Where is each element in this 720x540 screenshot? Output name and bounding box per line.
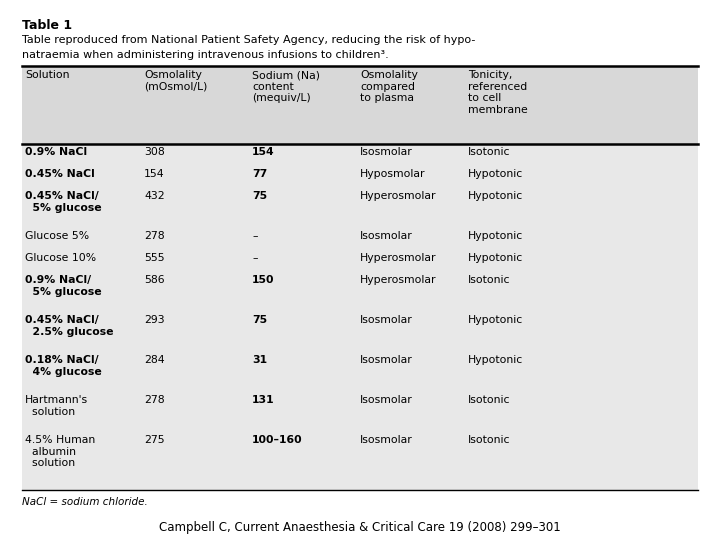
Text: –: – — [252, 231, 258, 241]
Bar — [22, 66, 698, 144]
Text: 432: 432 — [144, 191, 165, 201]
Text: Hyperosmolar: Hyperosmolar — [360, 253, 436, 263]
Text: Isosmolar: Isosmolar — [360, 355, 413, 365]
Text: 31: 31 — [252, 355, 267, 365]
Text: 0.18% NaCl/
  4% glucose: 0.18% NaCl/ 4% glucose — [25, 355, 102, 377]
Text: 75: 75 — [252, 315, 267, 325]
Text: Tonicity,
referenced
to cell
membrane: Tonicity, referenced to cell membrane — [468, 70, 528, 115]
Text: 154: 154 — [252, 147, 274, 157]
Text: 278: 278 — [144, 231, 165, 241]
Text: Isotonic: Isotonic — [468, 147, 510, 157]
Text: natraemia when administering intravenous infusions to children³.: natraemia when administering intravenous… — [22, 50, 388, 60]
Text: 4.5% Human
  albumin
  solution: 4.5% Human albumin solution — [25, 435, 96, 468]
Text: 0.9% NaCl: 0.9% NaCl — [25, 147, 87, 157]
Text: 0.45% NaCl/
  2.5% glucose: 0.45% NaCl/ 2.5% glucose — [25, 315, 114, 337]
Text: 0.9% NaCl/
  5% glucose: 0.9% NaCl/ 5% glucose — [25, 275, 102, 297]
Text: Isosmolar: Isosmolar — [360, 231, 413, 241]
Text: Glucose 5%: Glucose 5% — [25, 231, 89, 241]
Text: Hyposmolar: Hyposmolar — [360, 169, 426, 179]
Text: Sodium (Na)
content
(mequiv/L): Sodium (Na) content (mequiv/L) — [252, 70, 320, 103]
Text: 278: 278 — [144, 395, 165, 405]
Text: Isosmolar: Isosmolar — [360, 395, 413, 405]
Text: Campbell C, Current Anaesthesia & Critical Care 19 (2008) 299–301: Campbell C, Current Anaesthesia & Critic… — [159, 521, 561, 534]
Text: Isotonic: Isotonic — [468, 395, 510, 405]
Text: Isosmolar: Isosmolar — [360, 147, 413, 157]
Text: Glucose 10%: Glucose 10% — [25, 253, 96, 263]
Text: –: – — [252, 253, 258, 263]
Text: Isotonic: Isotonic — [468, 435, 510, 445]
Text: 77: 77 — [252, 169, 267, 179]
Text: Isotonic: Isotonic — [468, 275, 510, 285]
Text: 308: 308 — [144, 147, 165, 157]
Text: 150: 150 — [252, 275, 274, 285]
Text: 154: 154 — [144, 169, 165, 179]
Text: NaCl = sodium chloride.: NaCl = sodium chloride. — [22, 497, 148, 507]
Text: 131: 131 — [252, 395, 274, 405]
Bar — [22, 66, 698, 490]
Text: Hypotonic: Hypotonic — [468, 169, 523, 179]
Text: Hypotonic: Hypotonic — [468, 191, 523, 201]
Text: Table 1: Table 1 — [22, 19, 72, 32]
Text: 100–160: 100–160 — [252, 435, 302, 445]
Text: 555: 555 — [144, 253, 165, 263]
Text: 275: 275 — [144, 435, 165, 445]
Text: Table reproduced from National Patient Safety Agency, reducing the risk of hypo-: Table reproduced from National Patient S… — [22, 35, 475, 45]
Text: 75: 75 — [252, 191, 267, 201]
Text: Hypotonic: Hypotonic — [468, 231, 523, 241]
Text: Isosmolar: Isosmolar — [360, 435, 413, 445]
Text: Hypotonic: Hypotonic — [468, 253, 523, 263]
Text: Hypotonic: Hypotonic — [468, 355, 523, 365]
Text: Osmolality
(mOsmol/L): Osmolality (mOsmol/L) — [144, 70, 207, 92]
Text: Hartmann's
  solution: Hartmann's solution — [25, 395, 89, 417]
Text: 0.45% NaCl/
  5% glucose: 0.45% NaCl/ 5% glucose — [25, 191, 102, 213]
Text: 293: 293 — [144, 315, 165, 325]
Text: Isosmolar: Isosmolar — [360, 315, 413, 325]
Text: 586: 586 — [144, 275, 165, 285]
Text: 284: 284 — [144, 355, 165, 365]
Text: Hypotonic: Hypotonic — [468, 315, 523, 325]
Text: Osmolality
compared
to plasma: Osmolality compared to plasma — [360, 70, 418, 103]
Text: Hyperosmolar: Hyperosmolar — [360, 275, 436, 285]
Text: Solution: Solution — [25, 70, 70, 80]
Text: 0.45% NaCl: 0.45% NaCl — [25, 169, 95, 179]
Text: Hyperosmolar: Hyperosmolar — [360, 191, 436, 201]
